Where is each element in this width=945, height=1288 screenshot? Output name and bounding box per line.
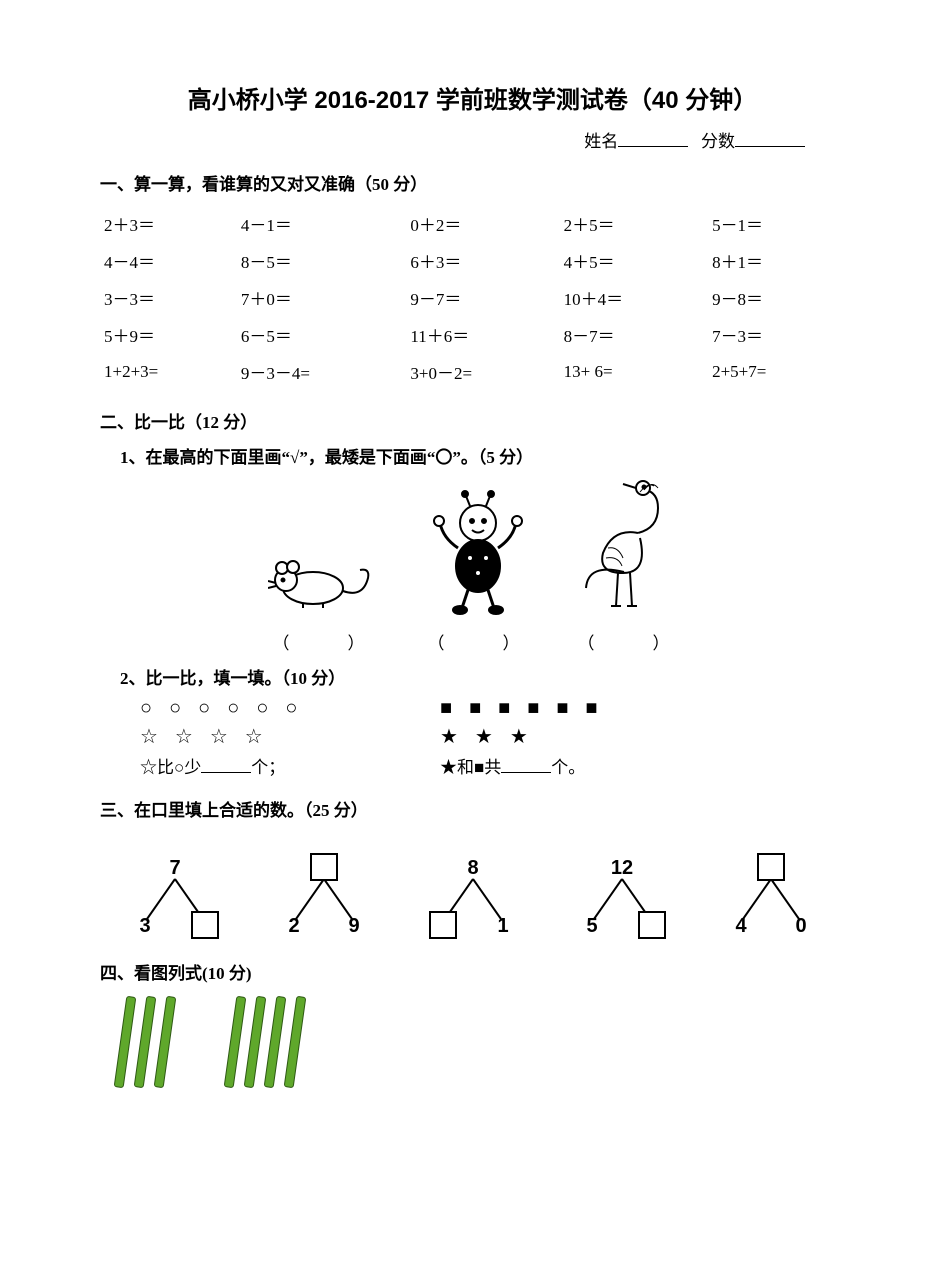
stick-icon <box>134 996 157 1088</box>
figure-child: （ ） <box>428 488 528 654</box>
stick-icon <box>284 996 307 1088</box>
table-row: 2＋3＝ 4－1＝ 0＋2＝ 2＋5＝ 5－1＝ <box>100 205 845 242</box>
compare-sentence-left: ☆比○少 个； <box>140 753 440 778</box>
svg-text:3: 3 <box>139 915 150 937</box>
crane-icon <box>578 478 678 618</box>
figure-caption: （ ） <box>268 629 378 654</box>
arith-cell: 1+2+3= <box>100 353 237 390</box>
number-bond: 7 3 <box>115 851 235 941</box>
svg-text:4: 4 <box>735 915 747 937</box>
arith-cell: 5－1＝ <box>708 205 845 242</box>
arith-cell: 8＋1＝ <box>708 242 845 279</box>
svg-text:12: 12 <box>610 857 632 879</box>
arith-cell: 8－7＝ <box>560 316 708 353</box>
section2-sub2: 2、比一比，填一填。（10 分） <box>120 664 845 689</box>
mouse-icon <box>268 488 378 618</box>
arith-cell: 4－4＝ <box>100 242 237 279</box>
stick-icon <box>114 996 137 1088</box>
number-bonds-row: 7 3 2 9 8 1 12 5 <box>100 851 845 941</box>
arith-cell: 6－5＝ <box>237 316 407 353</box>
arith-cell: 3－3＝ <box>100 279 237 316</box>
section2-heading: 二、比一比（12 分） <box>100 408 845 433</box>
arith-cell: 6＋3＝ <box>406 242 559 279</box>
number-bond: 8 1 <box>413 851 533 941</box>
score-label: 分数 <box>701 132 735 151</box>
sticks-row <box>120 996 845 1088</box>
arith-cell: 13+ 6= <box>560 353 708 390</box>
compare-sentence-right: ★和■共 个。 <box>440 753 700 778</box>
svg-text:2: 2 <box>288 915 299 937</box>
arith-cell: 10＋4＝ <box>560 279 708 316</box>
arith-cell: 2＋3＝ <box>100 205 237 242</box>
svg-text:9: 9 <box>348 915 359 937</box>
blank <box>201 755 251 773</box>
section1-heading: 一、算一算，看谁算的又对又准确（50 分） <box>100 170 845 195</box>
section4-heading: 四、看图列式(10 分) <box>100 959 845 984</box>
arith-cell: 0＋2＝ <box>406 205 559 242</box>
stick-icon <box>264 996 287 1088</box>
compare-row-2: ☆ ☆ ☆ ☆ ★ ★ ★ <box>140 724 845 749</box>
solid-stars-row: ★ ★ ★ <box>440 724 700 749</box>
svg-text:0: 0 <box>795 915 806 937</box>
circles-row: ○ ○ ○ ○ ○ ○ <box>140 697 440 720</box>
table-row: 5＋9＝ 6－5＝ 11＋6＝ 8－7＝ 7－3＝ <box>100 316 845 353</box>
svg-text:8: 8 <box>467 857 478 879</box>
arith-cell: 9－7＝ <box>406 279 559 316</box>
number-bond: 2 9 <box>264 851 384 941</box>
squares-row: ■ ■ ■ ■ ■ ■ <box>440 697 700 720</box>
sentence-prefix: ★和■共 <box>440 758 501 777</box>
score-blank <box>735 129 805 147</box>
sentence-suffix: 个。 <box>551 758 585 777</box>
sentence-suffix: 个； <box>251 758 285 777</box>
arith-cell: 9－8＝ <box>708 279 845 316</box>
svg-text:1: 1 <box>497 915 508 937</box>
name-score-line: 姓名 分数 <box>100 127 845 152</box>
page-title: 高小桥小学 2016-2017 学前班数学测试卷（40 分钟） <box>100 80 845 115</box>
figure-caption: （ ） <box>578 629 678 654</box>
open-stars-row: ☆ ☆ ☆ ☆ <box>140 724 440 749</box>
section3-heading: 三、在口里填上合适的数。（25 分） <box>100 796 845 821</box>
table-row: 1+2+3= 9－3－4= 3+0－2= 13+ 6= 2+5+7= <box>100 353 845 390</box>
compare-row-1: ○ ○ ○ ○ ○ ○ ■ ■ ■ ■ ■ ■ <box>140 697 845 720</box>
arith-cell: 7－3＝ <box>708 316 845 353</box>
svg-text:5: 5 <box>586 915 597 937</box>
stick-icon <box>154 996 177 1088</box>
arith-cell: 5＋9＝ <box>100 316 237 353</box>
table-row: 4－4＝ 8－5＝ 6＋3＝ 4＋5＝ 8＋1＝ <box>100 242 845 279</box>
arith-cell: 4－1＝ <box>237 205 407 242</box>
stick-icon <box>224 996 247 1088</box>
arith-cell: 11＋6＝ <box>406 316 559 353</box>
figure-mouse: （ ） <box>268 488 378 654</box>
figure-caption: （ ） <box>428 629 528 654</box>
arith-cell: 3+0－2= <box>406 353 559 390</box>
compare-row-3: ☆比○少 个； ★和■共 个。 <box>140 753 845 778</box>
arith-cell: 7＋0＝ <box>237 279 407 316</box>
stick-icon <box>244 996 267 1088</box>
name-label: 姓名 <box>584 132 618 151</box>
arith-cell: 8－5＝ <box>237 242 407 279</box>
svg-text:7: 7 <box>169 857 180 879</box>
sentence-prefix: ☆比○少 <box>140 758 201 777</box>
height-comparison-figures: （ ） <box>100 478 845 654</box>
name-blank <box>618 129 688 147</box>
table-row: 3－3＝ 7＋0＝ 9－7＝ 10＋4＝ 9－8＝ <box>100 279 845 316</box>
figure-crane: （ ） <box>578 478 678 654</box>
number-bond: 12 5 <box>562 851 682 941</box>
child-icon <box>428 488 528 618</box>
section2-sub1: 1、在最高的下面里画“√”，最矮是下面画“〇”。（5 分） <box>120 443 845 468</box>
arith-cell: 2＋5＝ <box>560 205 708 242</box>
blank <box>501 755 551 773</box>
arith-cell: 2+5+7= <box>708 353 845 390</box>
arithmetic-table: 2＋3＝ 4－1＝ 0＋2＝ 2＋5＝ 5－1＝ 4－4＝ 8－5＝ 6＋3＝ … <box>100 205 845 390</box>
number-bond: 4 0 <box>711 851 831 941</box>
arith-cell: 9－3－4= <box>237 353 407 390</box>
arith-cell: 4＋5＝ <box>560 242 708 279</box>
